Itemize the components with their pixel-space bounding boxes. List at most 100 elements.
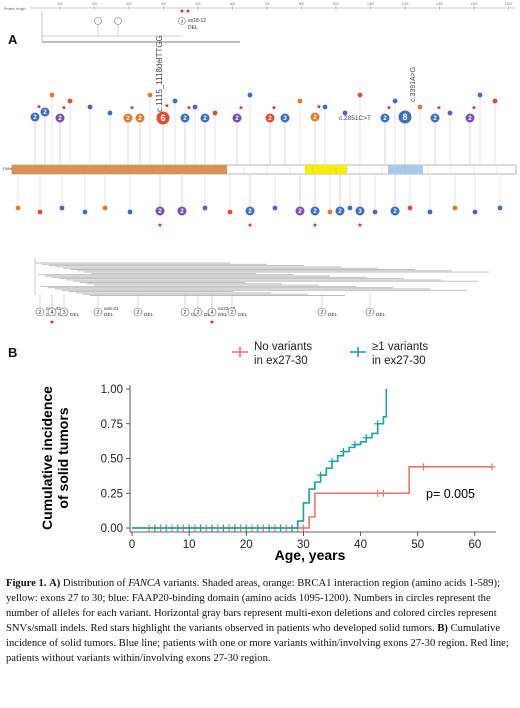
variant-circle-small: [49, 92, 55, 98]
deletion-circle: [59, 307, 69, 317]
y-tick-label: 1.00: [101, 384, 123, 396]
red-star-icon: ★: [312, 222, 317, 229]
red-star-icon: ★: [238, 105, 243, 112]
variant-circle: [295, 206, 305, 216]
variant-count: 2: [180, 208, 184, 215]
deletion-count: 2: [38, 310, 41, 316]
deletion-type: DEL: [376, 312, 386, 318]
variant-circle-small: [247, 92, 253, 98]
variant-circle-small: [492, 98, 498, 104]
variant-circle: [390, 206, 400, 216]
variant-circle: [245, 206, 255, 216]
variant-circle: [310, 206, 320, 216]
red-star-icon: ★: [49, 319, 54, 326]
chart-axes: 0.00 0.25 0.50 0.75 1.00 0 10 20 30 40 50 60: [101, 384, 496, 551]
variant-circle: [135, 113, 145, 123]
variant-circle: [265, 113, 275, 123]
caption-part-b: B): [437, 623, 448, 635]
variant-count: 2: [58, 115, 62, 122]
ruler-tick-label: 900: [333, 2, 339, 6]
deletion-type: DEL: [70, 312, 80, 318]
y-axis-label-line1: Cumulative incidence: [39, 386, 55, 530]
deletion-circle: [317, 307, 327, 317]
variant-circle-small: [372, 209, 378, 215]
variant-circle-small: [212, 110, 218, 116]
deletion-count: 3: [62, 310, 65, 316]
red-star-icon: ★: [157, 222, 162, 229]
exons-27-30-region: [305, 165, 347, 174]
ruler-tick-label: 1400: [505, 2, 512, 6]
deletion-circles: 2ex1-43DEL4DEL★3DEL2ex6-21DEL2DEL2DEL2DE…: [35, 294, 386, 326]
variant-count: 2: [313, 208, 317, 215]
variant-circle-small: [417, 104, 423, 110]
red-star-icon: ★: [357, 222, 362, 229]
variant-count: 2: [183, 115, 187, 122]
deletion-circle: [35, 307, 45, 317]
legend-label: No variants: [254, 341, 312, 353]
red-star-icon: ★: [61, 105, 66, 112]
deletion-circle: [47, 307, 57, 317]
variant-count: 2: [235, 115, 239, 122]
deletion-circle: [207, 307, 217, 317]
caption-text-1: Distribution of: [62, 578, 126, 589]
caption-text-2: variants. Shaded areas, orange: BRCA1 in…: [6, 578, 500, 635]
x-tick-label: 60: [468, 539, 481, 551]
variant-count: 2: [203, 115, 207, 122]
deletion-circle: [193, 307, 203, 317]
variant-circle-small: [447, 110, 453, 116]
variant-circle: [177, 206, 187, 216]
deletion-name: ex6-21: [104, 306, 119, 312]
variant-circle: [40, 107, 50, 117]
deletion-type: DEL: [218, 312, 228, 318]
caption-part-a: A): [49, 578, 61, 589]
ruler-tick-label: 1000: [367, 2, 374, 6]
ruler-tick-label: 500: [195, 2, 201, 6]
deletion-count: 2: [230, 310, 233, 316]
variant-circle-small: [427, 209, 433, 215]
variant-circle-small: [327, 209, 333, 215]
deletion-type: DEL: [204, 312, 214, 318]
legend-label: in ex27-30: [372, 355, 426, 367]
variant-circle-small: [452, 205, 458, 211]
deletion-type: DEL: [144, 312, 154, 318]
deletion-count: 2: [320, 310, 323, 316]
variant-label-c2851: c.2851C>T: [339, 115, 371, 122]
deletion-count: 2: [136, 310, 139, 316]
caption-text-3: Cumulative incidence of solid tumors. Bl…: [6, 623, 509, 665]
deletion-type: DEL: [238, 312, 248, 318]
variant-circle: [180, 113, 190, 123]
variant-count: 6: [160, 113, 165, 123]
faap20-binding-region: [388, 165, 423, 174]
variant-count: 2: [468, 115, 472, 122]
variant-count: 2: [383, 115, 387, 122]
top-deletion-count: 2: [181, 19, 184, 24]
variant-circle: [335, 206, 345, 216]
variant-count: 2: [158, 208, 162, 215]
variant-circle-small: [67, 98, 73, 104]
ruler-tick-label: 300: [126, 2, 132, 6]
variant-circle-small: [342, 110, 348, 116]
variant-circle-small: [227, 209, 233, 215]
red-star-icon: ★: [247, 222, 252, 229]
variant-circle-small: [82, 209, 88, 215]
variant-circle: [398, 110, 412, 124]
brca1-interaction-region: [12, 165, 227, 174]
variant-circle: [355, 206, 365, 216]
ruler-tick-label: 100: [57, 2, 63, 6]
variant-lollipop-plot: Protein length 100 200 300 400 500 600 700 800 9…: [3, 2, 517, 326]
y-tick-label: 0.25: [101, 488, 123, 500]
variant-circle-small: [322, 104, 328, 110]
deletion-circle: [180, 307, 190, 317]
red-star-icon: ★: [271, 105, 276, 112]
variant-circle-small: [472, 209, 478, 215]
ruler-tick-label: 700: [264, 2, 270, 6]
red-star-icon: ★: [386, 105, 391, 112]
legend-label: ≥1 variants: [372, 341, 428, 353]
multi-exon-deletion-bars: [34, 258, 489, 296]
red-star-icon: ★: [179, 8, 184, 15]
ruler-tick-label: 800: [299, 2, 305, 6]
x-tick-label: 50: [411, 539, 424, 551]
top-deletion-bracket: 2 ex18-12 DEL ★ ★: [41, 8, 240, 43]
upper-variant-lollipops: 2★22★2★2 6★2★2 2★2★3 2★2★8 2★2★: [30, 92, 498, 164]
legend-label: in ex27-30: [254, 355, 308, 367]
